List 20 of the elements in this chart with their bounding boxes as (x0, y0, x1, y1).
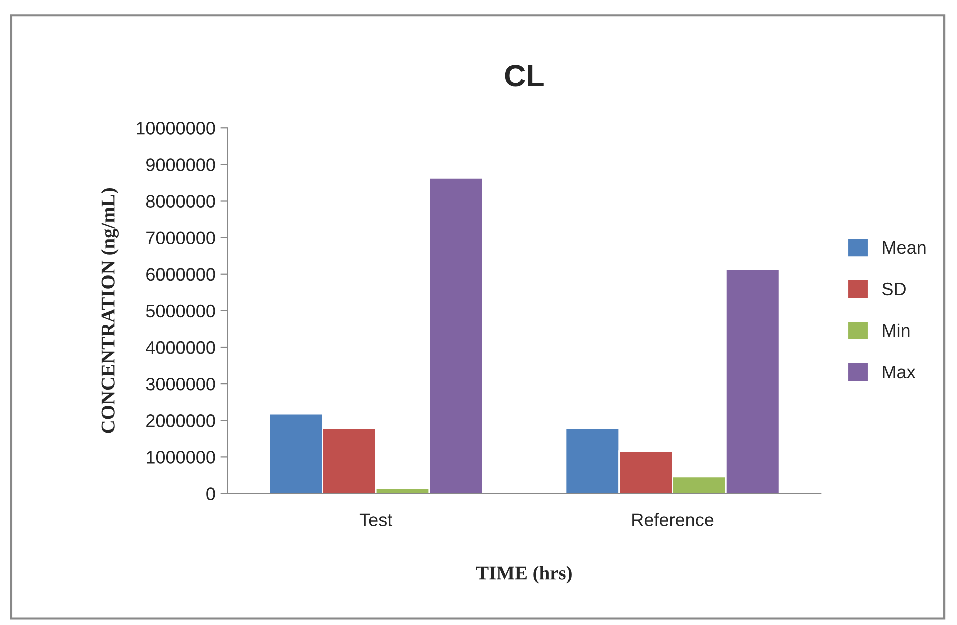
y-tick-label: 7000000 (146, 232, 216, 245)
y-tick-label: 8000000 (146, 195, 216, 208)
y-tick-label: 3000000 (146, 378, 216, 391)
legend-label: SD (882, 282, 906, 296)
x-tick-label: Reference (632, 513, 714, 526)
y-axis-title: CONCENTRATION (ng/mL) (101, 188, 119, 434)
y-tick-label: 4000000 (146, 341, 216, 354)
y-tick-label: 0 (206, 488, 216, 500)
y-tick-label: 5000000 (146, 304, 216, 318)
y-tick-label: 9000000 (146, 158, 216, 172)
chart-title: CL (505, 65, 544, 87)
legend-label: Mean (883, 242, 926, 254)
x-tick-label: Test (360, 514, 393, 526)
y-tick-label: 6000000 (146, 268, 216, 282)
y-tick-label: 10000000 (137, 122, 216, 135)
y-tick-label: 2000000 (146, 414, 216, 428)
x-axis-title: TIME (hrs) (476, 566, 572, 584)
legend-label: Min (883, 324, 910, 337)
legend-label: Max (883, 366, 916, 379)
y-tick-label: 1000000 (147, 451, 216, 464)
